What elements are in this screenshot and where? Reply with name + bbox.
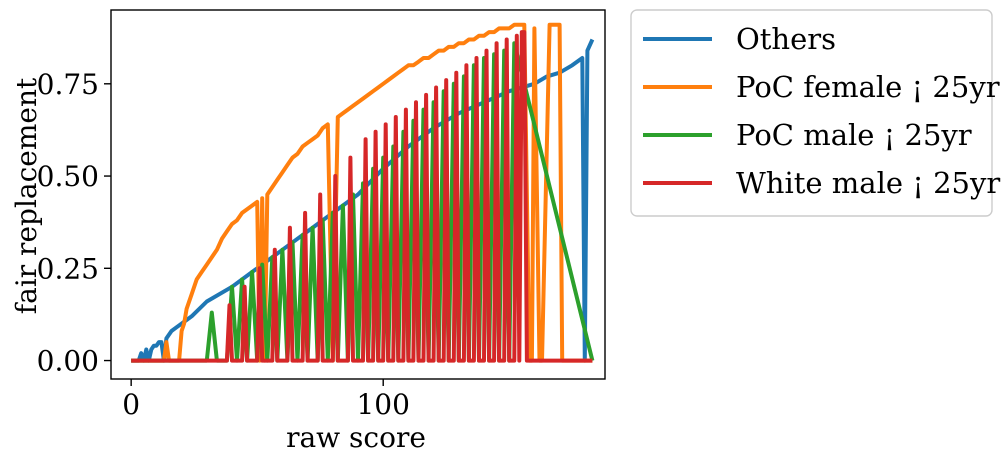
legend-label: PoC female ¡ 25yr — [736, 70, 1000, 104]
x-tick-label: 0 — [122, 388, 140, 421]
y-tick-label: 0.75 — [37, 68, 99, 101]
legend-label: White male ¡ 25yr — [736, 166, 1000, 200]
y-tick-label: 0.00 — [37, 345, 99, 378]
y-tick-label: 0.25 — [37, 252, 99, 285]
x-axis-label: raw score — [286, 421, 426, 454]
y-axis-label: fair replacement — [10, 77, 43, 314]
plot-frame — [110, 9, 606, 380]
y-axis-ticks: 0.00 0.25 0.50 0.75 — [37, 68, 111, 378]
x-axis-ticks: 0 100 — [122, 379, 410, 421]
x-tick-label: 100 — [356, 388, 409, 421]
series-line-white-3 — [131, 30, 593, 363]
legend-items: Others PoC female ¡ 25yr PoC male ¡ 25yr Wh… — [643, 22, 1000, 200]
legend: Others PoC female ¡ 25yr PoC male ¡ 25yr Wh… — [630, 9, 1000, 217]
legend-frame — [630, 9, 993, 217]
legend-label: PoC male ¡ 25yr — [736, 118, 972, 152]
y-tick-label: 0.50 — [37, 160, 99, 193]
legend-label: Others — [736, 22, 836, 56]
series-line-others — [131, 38, 595, 363]
series-layer — [131, 22, 595, 363]
series-line-poc-1 — [131, 22, 593, 363]
